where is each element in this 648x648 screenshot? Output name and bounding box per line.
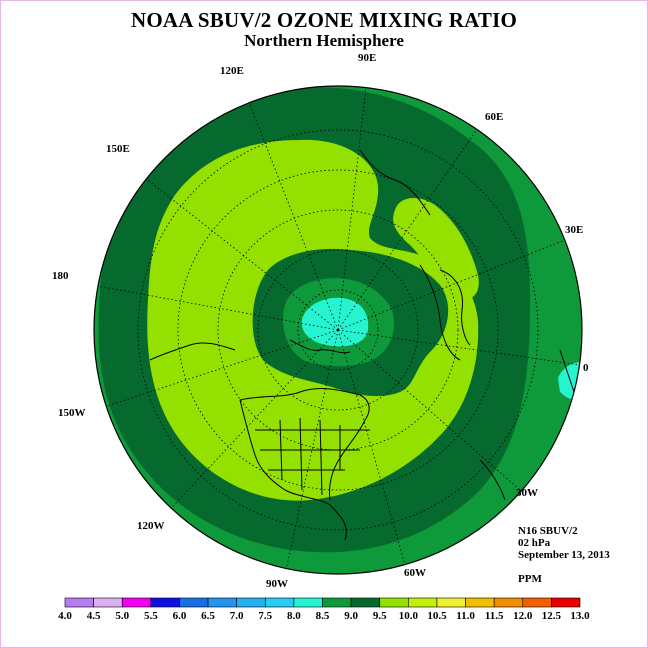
field-level-9_5-lobe xyxy=(393,198,479,299)
ozone-field xyxy=(94,86,582,574)
colorbar-tick-label: 10.5 xyxy=(427,610,447,622)
colorbar-box xyxy=(322,597,352,608)
colorbar-tick-label: 7.0 xyxy=(230,610,244,622)
colorbar-box xyxy=(293,597,323,608)
colorbar: 4.0 4.5 5.0 5.5 6.0 6.5 7.0 7.5 8.0 8.5 9.0 9.5 10.0… xyxy=(58,597,590,622)
colorbar-tick-label: 10.0 xyxy=(399,610,419,622)
lon-label-60w: 60W xyxy=(404,567,426,579)
colorbar-box xyxy=(522,597,552,608)
colorbar-tick-label: 9.0 xyxy=(344,610,358,622)
map-title: NOAA SBUV/2 OZONE MIXING RATIO xyxy=(131,8,517,32)
colorbar-box xyxy=(179,597,209,608)
lon-label-30w: 30W xyxy=(516,487,538,499)
lon-label-90w: 90W xyxy=(266,578,288,590)
lon-label-120e: 120E xyxy=(220,65,244,77)
colorbar-box xyxy=(465,597,495,608)
colorbar-tick-label: 11.0 xyxy=(456,610,475,622)
lon-label-150w: 150W xyxy=(58,407,86,419)
colorbar-tick-label: 5.5 xyxy=(144,610,158,622)
colorbar-tick-label: 9.5 xyxy=(373,610,387,622)
colorbar-tick-label: 12.5 xyxy=(542,610,562,622)
colorbar-box xyxy=(436,597,466,608)
lon-label-90e: 90E xyxy=(358,52,376,64)
colorbar-box xyxy=(207,597,237,608)
map-boundary xyxy=(93,85,583,575)
lon-label-60e: 60E xyxy=(485,111,503,123)
colorbar-box xyxy=(236,597,266,608)
lon-label-150e: 150E xyxy=(106,143,130,155)
colorbar-box xyxy=(93,597,123,608)
colorbar-box xyxy=(408,597,438,608)
instrument-label: N16 SBUV/2 xyxy=(518,525,578,537)
colorbar-tick-label: 7.5 xyxy=(258,610,272,622)
colorbar-tick-label: 8.0 xyxy=(287,610,301,622)
colorbar-labels: 4.0 4.5 5.0 5.5 6.0 6.5 7.0 7.5 8.0 8.5 9.0 9.5 10.0… xyxy=(58,610,590,622)
meridians xyxy=(94,87,581,574)
coastlines xyxy=(149,149,576,541)
colorbar-box xyxy=(64,597,94,608)
units-label: PPM xyxy=(518,573,542,585)
colorbar-box xyxy=(493,597,524,608)
colorbar-boxes xyxy=(64,597,581,608)
colorbar-box xyxy=(379,597,409,608)
longitude-labels: 120E 90E 60E 150E 30E 180 0 150W 30W 120… xyxy=(52,52,589,590)
colorbar-box xyxy=(551,597,581,608)
lon-label-180: 180 xyxy=(52,270,69,282)
colorbar-tick-label: 6.0 xyxy=(173,610,187,622)
colorbar-tick-label: 13.0 xyxy=(570,610,590,622)
colorbar-tick-label: 4.5 xyxy=(87,610,101,622)
lon-label-0: 0 xyxy=(583,362,589,374)
map-subtitle: Northern Hemisphere xyxy=(244,31,404,50)
pressure-label: 02 hPa xyxy=(518,537,551,549)
colorbar-box xyxy=(121,597,152,608)
colorbar-box xyxy=(264,597,295,608)
colorbar-box xyxy=(150,597,180,608)
colorbar-box xyxy=(350,597,381,608)
colorbar-tick-label: 11.5 xyxy=(485,610,504,622)
lon-label-30e: 30E xyxy=(565,224,583,236)
colorbar-tick-label: 5.0 xyxy=(115,610,129,622)
colorbar-tick-label: 6.5 xyxy=(201,610,215,622)
colorbar-tick-label: 4.0 xyxy=(58,610,72,622)
lon-label-120w: 120W xyxy=(137,520,165,532)
latitude-circles xyxy=(137,129,539,531)
date-label: September 13, 2013 xyxy=(518,549,610,561)
colorbar-tick-label: 12.0 xyxy=(513,610,533,622)
colorbar-tick-label: 8.5 xyxy=(316,610,330,622)
